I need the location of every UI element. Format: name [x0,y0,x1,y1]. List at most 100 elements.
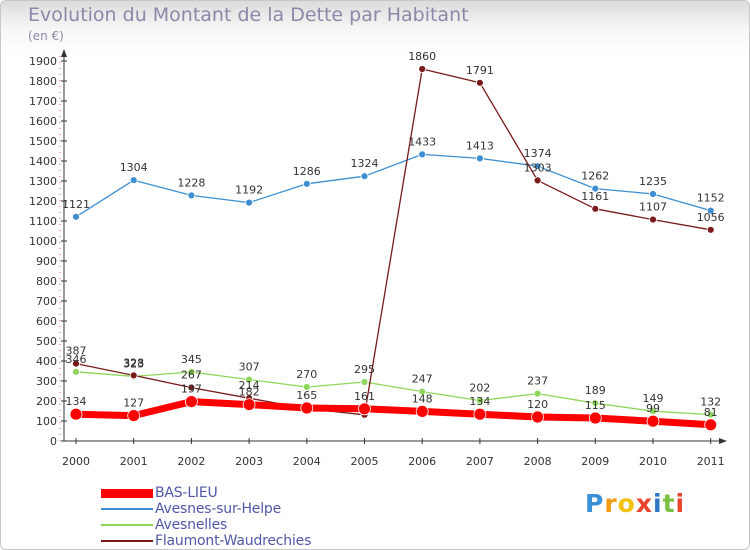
data-point [358,402,371,416]
y-tick-label: 700 [36,295,57,308]
data-point [649,215,657,224]
data-label: 247 [412,373,433,386]
data-label: 127 [123,397,144,410]
data-point [129,371,138,380]
data-label: 1228 [177,176,205,189]
data-label: 1374 [524,147,552,160]
legend-label: Avesnes-sur-Helpe [155,501,281,517]
data-label: 1433 [408,135,436,148]
y-tick-label: 1000 [29,235,57,248]
y-tick-label: 1500 [29,135,57,148]
data-label: 1413 [466,139,494,152]
data-label: 120 [527,398,548,411]
data-label: 1286 [293,165,321,178]
y-tick-label: 300 [36,375,57,388]
series-line [75,371,712,416]
data-point [475,78,484,87]
x-tick-label: 2001 [120,455,148,468]
data-label: 387 [66,345,87,358]
data-point [242,398,256,412]
legend-swatch [101,524,153,526]
logo-letter: t [662,489,676,518]
logo-letter: i [675,489,686,518]
data-point [706,206,715,215]
x-axis-arrow [719,438,727,444]
data-label: 267 [181,369,202,382]
x-tick-label: 2005 [351,455,379,468]
data-point [245,375,254,384]
data-label: 81 [704,406,718,419]
legend-item: Flaumont-Waudrechies [101,533,311,549]
data-point [591,399,600,408]
series-line [75,68,712,416]
legend-label: BAS-LIEU [155,485,218,501]
data-point [591,184,600,193]
data-point [184,395,198,409]
data-label: 1161 [581,190,609,203]
x-tick-label: 2000 [62,455,90,468]
x-tick-label: 2008 [524,455,552,468]
data-point [588,411,602,425]
series-3 [72,65,715,419]
y-tick-label: 1300 [29,175,57,188]
axes: 0 100 200 300 400 500 600 700 800 900 1000 1100 1200… [29,49,727,468]
data-point [649,190,657,198]
data-label: 1262 [581,170,609,183]
data-label: 1152 [697,192,725,205]
data-label: 1304 [120,161,148,174]
data-point [302,179,311,188]
data-point [706,225,715,234]
data-point [475,396,484,405]
series-layer [69,65,718,432]
data-point [473,407,487,421]
data-label: 161 [354,390,375,403]
y-axis-arrow [61,49,67,57]
x-tick-label: 2004 [293,455,321,468]
x-tick-label: 2011 [697,455,725,468]
y-tick-label: 1600 [29,115,57,128]
data-label: 307 [239,361,260,374]
legend-swatch [101,540,153,542]
legend-label: Avesnelles [155,517,228,533]
data-label: 202 [469,382,490,395]
chart-title: Evolution du Montant de la Dette par Hab… [28,4,469,26]
y-tick-label: 1100 [29,215,57,228]
x-tick-label: 2006 [408,455,436,468]
data-label: 1303 [524,161,552,174]
data-label: 197 [181,383,202,396]
data-label: 270 [296,368,317,381]
y-tick-label: 400 [36,355,57,368]
data-label: 189 [585,384,606,397]
data-label: 1791 [466,64,494,77]
logo-letter: P [585,489,605,518]
data-label: 99 [646,402,660,415]
y-tick-label: 1800 [29,75,57,88]
data-point [360,378,369,386]
data-label: 1056 [697,211,725,224]
x-tick-label: 2002 [177,455,205,468]
data-point [245,198,254,207]
y-tick-label: 100 [36,415,57,428]
data-point [72,367,80,376]
data-label: 132 [700,396,721,409]
data-label: 134 [469,395,490,408]
legend-item: Avesnes-sur-Helpe [101,501,311,517]
data-point [187,368,196,376]
y-tick-label: 800 [36,275,57,288]
data-point [533,162,542,171]
data-point [533,176,542,185]
data-point [704,418,718,432]
data-point [475,154,484,163]
data-point [187,191,196,200]
data-label: 165 [296,389,317,402]
x-tick-label: 2010 [639,455,667,468]
legend-swatch [101,488,153,498]
data-label: 328 [123,356,144,369]
x-tick-label: 2007 [466,455,494,468]
data-point [646,414,660,428]
data-point [591,204,600,213]
data-label: 1107 [639,201,667,214]
series-line [75,153,712,218]
y-tick-label: 900 [36,255,57,268]
data-label: 1121 [62,198,90,211]
